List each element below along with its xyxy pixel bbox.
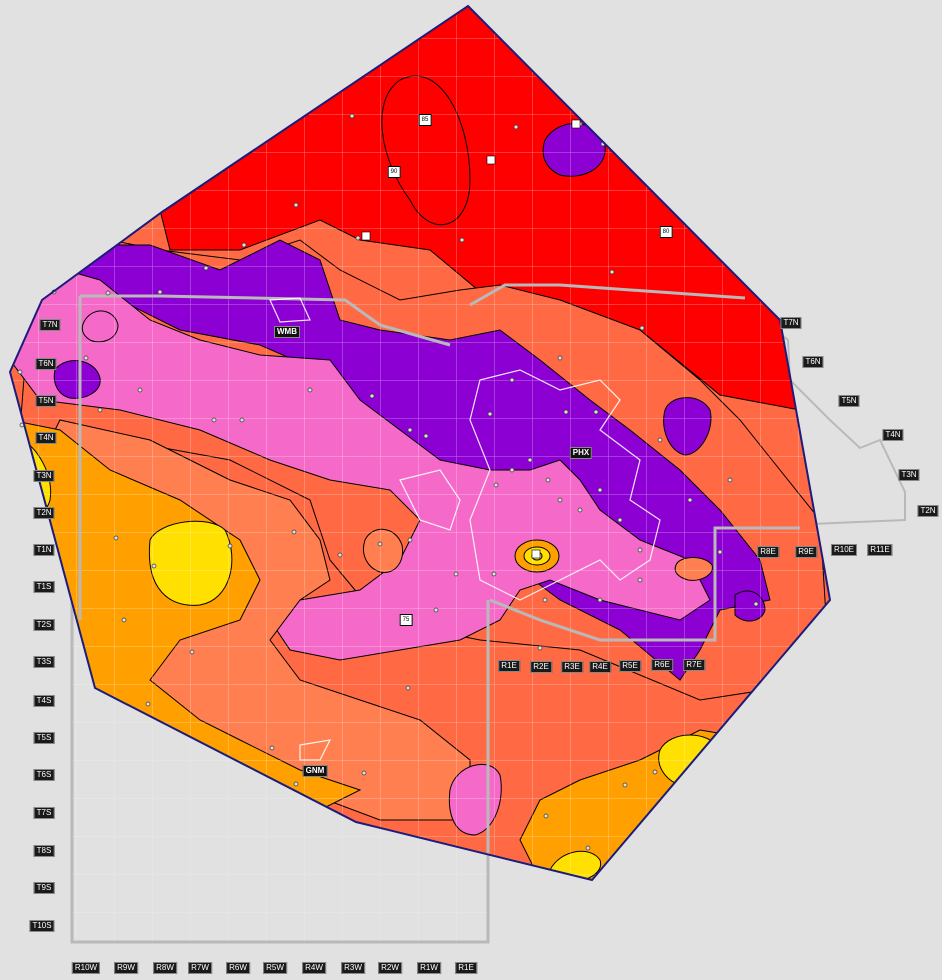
township-label: T6N <box>35 358 57 370</box>
township-label: T2S <box>33 619 55 631</box>
contour-value-label: 80 <box>659 226 673 238</box>
range-label: R6E <box>651 659 673 671</box>
survey-outlines <box>78 283 800 860</box>
range-label: R3E <box>561 661 583 673</box>
range-label: R1E <box>498 660 520 672</box>
township-label: T7N <box>39 319 61 331</box>
township-label: T10S <box>29 920 55 932</box>
township-label: T4N <box>882 429 904 441</box>
township-label: T4S <box>33 695 55 707</box>
contour-value-label: 90 <box>387 166 401 178</box>
range-label: R5E <box>619 660 641 672</box>
contour-value-label: 75 <box>399 614 413 626</box>
township-label: T2N <box>33 507 55 519</box>
city-limits <box>269 297 661 761</box>
township-label: T8S <box>33 845 55 857</box>
range-label: R5W <box>263 962 287 974</box>
township-label: T5S <box>33 732 55 744</box>
contour-value-label: 85 <box>418 114 432 126</box>
range-label: R7W <box>188 962 212 974</box>
township-label: T7S <box>33 807 55 819</box>
place-label-wmb: WMB <box>274 326 300 338</box>
township-label: T2N <box>917 505 939 517</box>
range-label: R6W <box>226 962 250 974</box>
township-label: T4N <box>35 432 57 444</box>
range-label: R1W <box>417 962 441 974</box>
sample-points <box>17 113 759 851</box>
range-label: R11E <box>867 544 893 556</box>
township-label: T5N <box>35 395 57 407</box>
range-label: R10E <box>830 544 858 556</box>
range-label: R1E <box>455 962 477 974</box>
range-label: R10W <box>71 962 101 974</box>
township-label: T6N <box>802 356 824 368</box>
township-label: T3N <box>33 470 55 482</box>
range-label: R9E <box>795 546 817 558</box>
township-label: T1N <box>33 544 55 556</box>
township-label: T7N <box>780 317 802 329</box>
range-label: R7E <box>683 659 705 671</box>
township-label: T6S <box>33 769 55 781</box>
township-label: T3N <box>898 469 920 481</box>
place-label-phx: PHX <box>569 447 593 459</box>
township-label: T5N <box>838 395 860 407</box>
range-label: R2W <box>378 962 402 974</box>
township-label: T3S <box>33 656 55 668</box>
range-label: R2E <box>530 661 552 673</box>
township-label: T1S <box>33 581 55 593</box>
township-label: T9S <box>33 882 55 894</box>
place-label-gnm: GNM <box>302 765 328 777</box>
range-label: R8E <box>757 546 779 558</box>
range-label: R9W <box>114 962 138 974</box>
study-area-boundary <box>8 4 832 882</box>
range-label: R4E <box>589 661 611 673</box>
range-label: R8W <box>153 962 177 974</box>
range-label: R4W <box>302 962 326 974</box>
range-label: R3W <box>341 962 365 974</box>
